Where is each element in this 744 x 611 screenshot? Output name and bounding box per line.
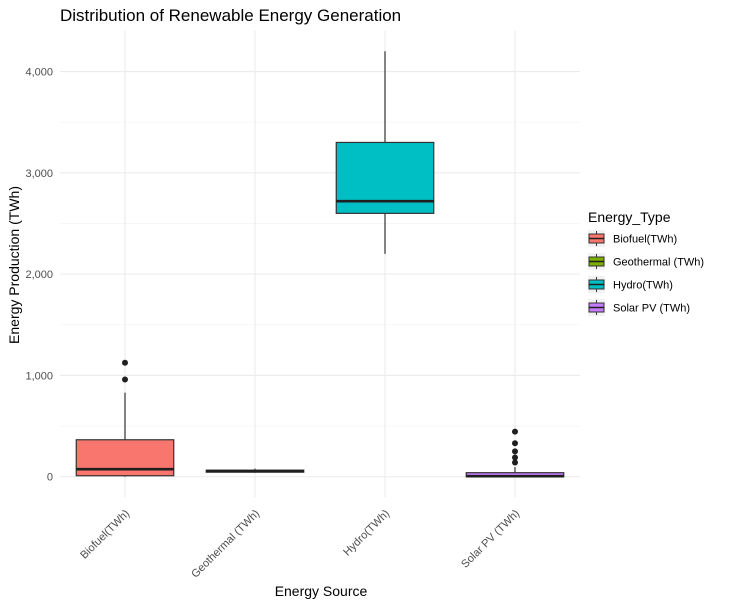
legend-item: Solar PV (TWh) bbox=[588, 299, 690, 316]
plot-area bbox=[75, 51, 565, 478]
outlier-point bbox=[512, 428, 518, 435]
outlier-point bbox=[512, 459, 518, 466]
box-1 bbox=[75, 359, 175, 477]
box-3 bbox=[335, 51, 435, 254]
outlier-point bbox=[512, 454, 518, 461]
x-axis: Biofuel(TWh) Geothermal (TWh) Hydro(TWh) So… bbox=[78, 508, 522, 581]
box-4 bbox=[465, 428, 565, 478]
box-2 bbox=[205, 468, 305, 473]
x-tick-label: Geothermal (TWh) bbox=[189, 508, 262, 581]
legend-label: Geothermal (TWh) bbox=[613, 257, 704, 269]
y-axis: 0 1,000 2,000 3,000 4,000 bbox=[25, 67, 53, 484]
y-tick-label: 3,000 bbox=[25, 168, 53, 180]
outlier-point bbox=[122, 376, 128, 383]
outlier-point bbox=[512, 448, 518, 455]
x-tick-label: Solar PV (TWh) bbox=[459, 508, 522, 571]
x-tick-label: Biofuel(TWh) bbox=[78, 508, 132, 562]
legend: Energy_Type Biofuel(TWh) Geothermal (TWh)… bbox=[588, 209, 704, 316]
outlier-point bbox=[122, 359, 128, 366]
legend-label: Solar PV (TWh) bbox=[613, 303, 690, 315]
y-tick-label: 2,000 bbox=[25, 269, 53, 281]
legend-item: Biofuel(TWh) bbox=[588, 230, 677, 247]
outlier-point bbox=[512, 440, 518, 447]
legend-item: Hydro(TWh) bbox=[588, 276, 673, 293]
x-tick-label: Hydro(TWh) bbox=[341, 508, 392, 559]
legend-label: Biofuel(TWh) bbox=[613, 234, 677, 246]
legend-item: Geothermal (TWh) bbox=[588, 253, 704, 270]
y-axis-title: Energy Production (TWh) bbox=[6, 186, 22, 344]
grid bbox=[60, 31, 580, 497]
legend-label: Hydro(TWh) bbox=[613, 280, 673, 292]
y-tick-label: 1,000 bbox=[25, 370, 53, 382]
chart-title: Distribution of Renewable Energy Generat… bbox=[60, 6, 401, 25]
legend-title: Energy_Type bbox=[588, 209, 671, 225]
x-axis-title: Energy Source bbox=[275, 583, 368, 599]
y-tick-label: 4,000 bbox=[25, 67, 53, 79]
box-body bbox=[335, 141, 435, 214]
y-tick-label: 0 bbox=[47, 472, 53, 484]
